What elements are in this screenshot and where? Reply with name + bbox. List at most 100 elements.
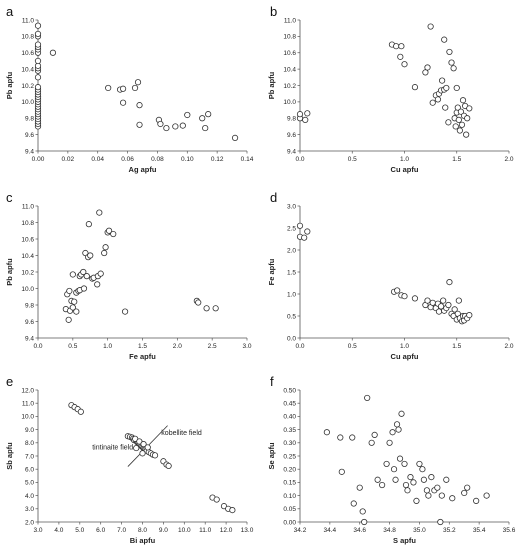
data-point: [212, 305, 219, 312]
data-point: [368, 439, 375, 446]
data-point: [411, 295, 419, 302]
data-point: [448, 59, 455, 66]
data-point: [379, 481, 386, 489]
x-tick-label: 8.0: [138, 527, 147, 534]
data-point: [424, 297, 431, 304]
x-tick-label: 0.04: [91, 156, 104, 163]
y-tick-label: 10.8: [21, 34, 34, 41]
data-point: [34, 74, 42, 81]
data-point: [419, 466, 426, 473]
y-tick-label: 3.0: [287, 203, 296, 210]
y-tick-label: 0.05: [283, 506, 296, 513]
data-point: [349, 434, 356, 441]
data-point: [34, 57, 42, 65]
data-point: [435, 308, 443, 315]
y-tick-label: 10.4: [21, 253, 34, 260]
x-axis-label: Cu apfu: [391, 352, 419, 361]
y-axis-label: Pb apfu: [5, 258, 14, 286]
panel-d: d 0.0 0.5 1.0 1.5 2.0 0.0 0.5 1.0 1.5 2.0 2.5 3.0 Cu …: [267, 190, 514, 361]
data-point: [473, 497, 480, 504]
data-point: [457, 108, 465, 115]
x-tick-label: 5.0: [75, 527, 84, 534]
annotation-kobellite-field: kobellite field: [161, 430, 202, 437]
data-point: [445, 119, 452, 126]
data-point: [195, 299, 202, 306]
annotation-tintinaite-field: tintinaite field: [92, 444, 133, 451]
data-point: [97, 270, 104, 277]
data-point: [401, 460, 408, 468]
x-axis-label: Ag apfu: [129, 165, 157, 174]
data-point: [423, 487, 430, 494]
data-point: [133, 444, 140, 452]
data-point: [359, 508, 366, 515]
data-point: [442, 104, 449, 111]
x-tick-label: 0.0: [295, 343, 304, 350]
data-point: [77, 408, 84, 415]
data-point: [393, 43, 400, 50]
x-tick-label: 0.14: [241, 156, 254, 163]
data-point: [134, 79, 142, 86]
y-tick-label: 10.8: [21, 220, 34, 227]
data-point: [110, 230, 117, 238]
y-tick-label: 10.2: [283, 83, 296, 90]
x-tick-label: 2.0: [173, 343, 182, 350]
data-point: [458, 121, 466, 128]
x-tick-label: 1.0: [400, 343, 409, 350]
y-tick-label: 11.0: [22, 203, 35, 210]
y-tick-label: 10.4: [21, 66, 34, 73]
data-point: [464, 115, 471, 122]
data-point: [94, 281, 101, 288]
y-tick-label: 11.0: [22, 17, 35, 24]
panel-letter: a: [6, 4, 14, 19]
data-point: [203, 305, 210, 312]
y-tick-label: 10.2: [21, 269, 34, 276]
data-point: [34, 84, 42, 91]
y-tick-label: 0.45: [283, 401, 296, 408]
y-tick-label: 8.0: [25, 440, 34, 447]
x-axis-label: S apfu: [393, 536, 416, 545]
y-tick-label: 10.0: [21, 414, 34, 421]
data-point: [71, 298, 78, 305]
x-tick-label: 2.0: [504, 343, 513, 350]
data-point: [364, 394, 371, 402]
y-tick-label: 10.0: [283, 99, 296, 106]
y-tick-label: 0.30: [283, 440, 296, 447]
y-tick-label: 0.00: [283, 519, 296, 526]
data-point: [466, 105, 473, 112]
y-tick-label: 9.8: [25, 116, 34, 123]
x-tick-label: 35.0: [413, 527, 426, 534]
data-point: [139, 450, 146, 457]
data-point: [73, 308, 80, 315]
x-tick-label: 12.0: [220, 527, 233, 534]
x-tick-label: 3.0: [242, 343, 251, 350]
data-point: [393, 421, 401, 428]
y-axis-label: Pb apfu: [267, 71, 276, 99]
data-point: [119, 85, 127, 92]
data-point: [136, 121, 143, 128]
y-tick-label: 2.0: [287, 247, 296, 254]
y-tick-label: 10.2: [21, 83, 34, 90]
x-tick-label: 0.0: [33, 343, 42, 350]
data-point: [304, 228, 311, 235]
data-point: [69, 304, 76, 311]
data-point: [163, 124, 170, 132]
data-point: [69, 271, 76, 278]
data-point: [395, 426, 402, 433]
y-tick-label: 2.5: [287, 225, 296, 232]
y-tick-label: 9.4: [287, 148, 296, 155]
data-point: [229, 507, 236, 514]
data-point: [80, 268, 87, 276]
x-tick-label: 4.0: [54, 527, 63, 534]
y-tick-label: 7.0: [25, 453, 34, 460]
data-point: [136, 102, 143, 109]
y-tick-label: 10.4: [283, 66, 296, 73]
data-point: [452, 123, 459, 130]
y-tick-label: 9.6: [25, 319, 34, 326]
data-point: [407, 474, 414, 481]
data-point: [121, 308, 129, 315]
y-tick-label: 10.6: [283, 50, 296, 57]
y-tick-label: 9.6: [25, 132, 34, 139]
data-point: [429, 99, 436, 106]
data-point: [397, 53, 404, 60]
